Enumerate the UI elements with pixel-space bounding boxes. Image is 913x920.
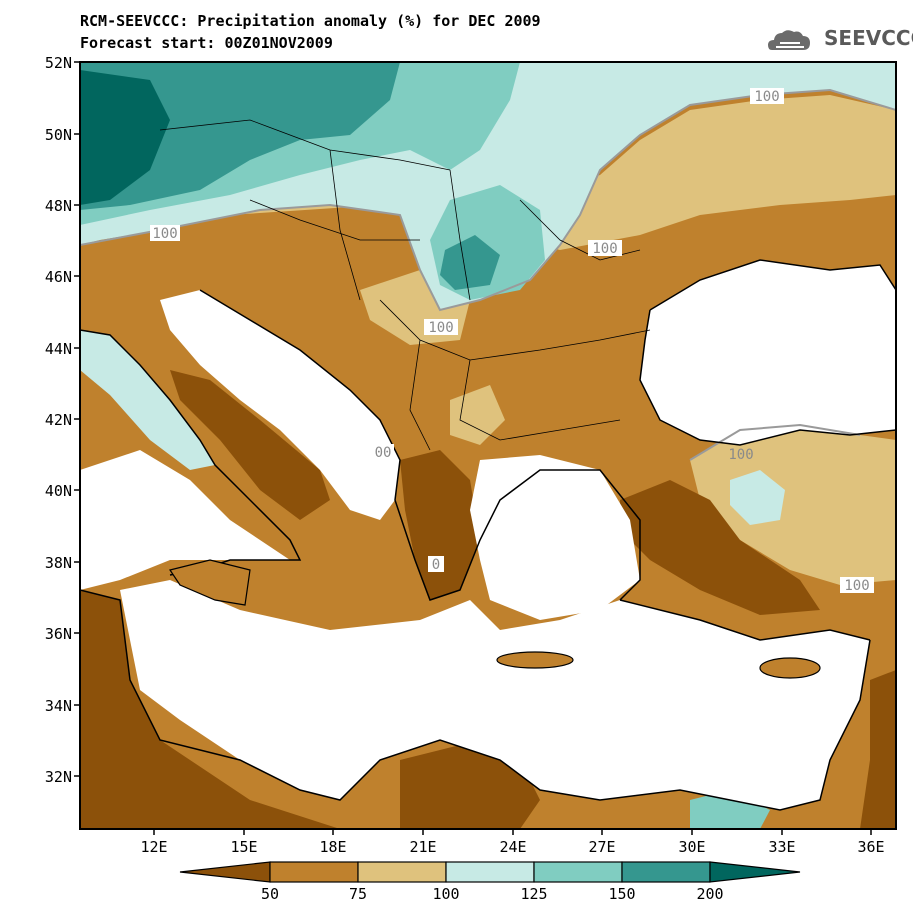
colorbar-segment	[269, 861, 359, 883]
colorbar	[179, 861, 801, 883]
contour-label: 100	[152, 226, 177, 242]
coastline-south	[80, 589, 871, 811]
colorbar-segment	[621, 861, 711, 883]
lat-label: 42N	[44, 411, 72, 429]
country-borders	[159, 119, 651, 451]
island-crete	[496, 651, 574, 669]
dry-strong-region-italy	[170, 370, 330, 520]
lon-label: 36E	[857, 838, 885, 856]
light-dry-region-north	[230, 95, 896, 250]
dry-strong-region-levant	[860, 670, 896, 829]
coastline-balkans	[199, 289, 641, 601]
colorbar-segment	[533, 861, 623, 883]
lat-label: 40N	[44, 482, 72, 500]
map-title: RCM-SEEVCCC: Precipitation anomaly (%) f…	[80, 12, 541, 30]
dry-strong-region-anatolia	[620, 480, 820, 615]
coastline-italy	[80, 329, 302, 576]
dry-strong-region-africa	[80, 590, 340, 829]
coastline-black-sea	[639, 259, 896, 446]
colorbar-segment	[709, 861, 801, 883]
colorbar-segment	[357, 861, 447, 883]
wet-light-region-italy-west	[80, 330, 215, 470]
lon-label: 33E	[768, 838, 796, 856]
contour-100-turkey	[689, 423, 861, 461]
lat-label: 34N	[44, 697, 72, 715]
lat-label: 36N	[44, 625, 72, 643]
colorbar-tick-label: 75	[348, 885, 368, 903]
wet-strong-region-north	[80, 62, 400, 210]
map-fields	[80, 62, 896, 829]
contour-labels: 100 100 100 100 100 100 00 0	[150, 88, 874, 594]
contour-label: 0	[432, 557, 440, 573]
colorbar-tick-label: 125	[520, 885, 548, 903]
dry-strong-region-libya	[400, 745, 540, 829]
lat-label: 52N	[44, 54, 72, 72]
lat-label: 44N	[44, 340, 72, 358]
colorbar-tick-label: 200	[696, 885, 724, 903]
lon-label: 18E	[319, 838, 347, 856]
lon-label: 12E	[140, 838, 168, 856]
wet-light-region-turkey	[730, 470, 785, 525]
lat-label: 32N	[44, 768, 72, 786]
wet-extreme-region-north	[80, 70, 170, 205]
contour-label: 100	[428, 320, 453, 336]
logo-text: SEEVCCC	[824, 26, 913, 50]
mediterranean-sea	[120, 580, 870, 810]
coastline-anatolia	[619, 599, 871, 641]
lat-label: 38N	[44, 554, 72, 572]
colorbar-tick-label: 50	[260, 885, 280, 903]
black-sea	[640, 260, 896, 445]
lat-label: 50N	[44, 126, 72, 144]
colorbar-segment	[445, 861, 535, 883]
plot-frame	[79, 61, 897, 830]
island-cyprus	[759, 657, 821, 679]
tyrrhenian-sea	[80, 450, 290, 590]
contour-100-north	[80, 88, 896, 312]
light-dry-region-bulgaria	[450, 385, 505, 445]
lon-label: 30E	[678, 838, 706, 856]
lon-label: 27E	[588, 838, 616, 856]
contour-label: 100	[754, 89, 779, 105]
dry-strong-region-greece	[400, 450, 480, 600]
axis-ticks	[74, 61, 872, 835]
colorbar-segment	[179, 861, 271, 883]
contour-label: 100	[592, 241, 617, 257]
lon-label: 24E	[499, 838, 527, 856]
aegean-sea	[470, 455, 640, 620]
island-sicily	[169, 559, 251, 606]
contour-label: 100	[728, 447, 753, 463]
lon-label: 15E	[230, 838, 258, 856]
wet-strong-region-hungary	[440, 235, 500, 290]
lon-label: 21E	[409, 838, 437, 856]
lat-label: 48N	[44, 197, 72, 215]
light-dry-region-turkey	[690, 425, 896, 585]
wet-region-egypt	[690, 790, 770, 829]
adriatic-sea	[160, 290, 400, 520]
forecast-start-subtitle: Forecast start: 00Z01NOV2009	[80, 34, 333, 52]
contour-label: 100	[844, 578, 869, 594]
colorbar-tick-label: 150	[608, 885, 636, 903]
contour-label: 00	[375, 445, 392, 461]
lat-label: 46N	[44, 268, 72, 286]
colorbar-tick-label: 100	[432, 885, 460, 903]
cloud-logo-icon	[768, 30, 810, 50]
